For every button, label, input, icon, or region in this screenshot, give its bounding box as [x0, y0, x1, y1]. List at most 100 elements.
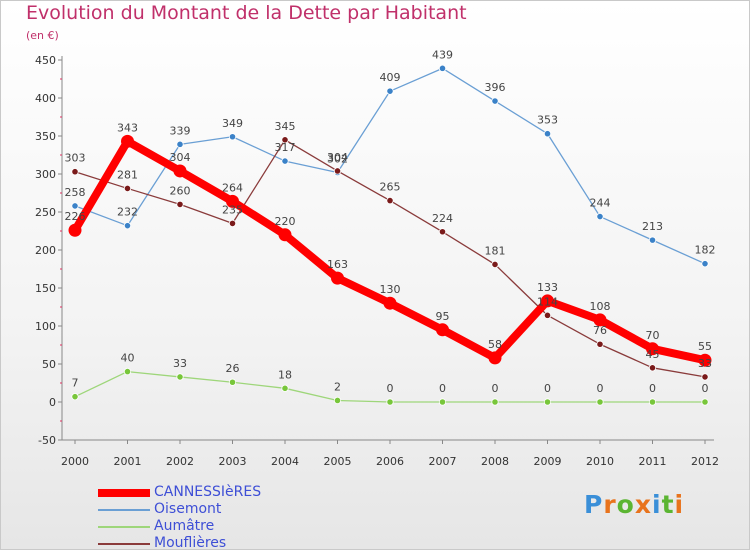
data-point [228, 219, 237, 227]
series-line-cannessi-res [71, 137, 709, 365]
data-label: 76 [593, 324, 607, 337]
data-point [71, 168, 79, 176]
data-label: 45 [646, 348, 660, 361]
data-point [491, 260, 499, 269]
x-tick-label: 2003 [219, 455, 247, 468]
data-label: 258 [65, 186, 86, 199]
data-label: 345 [275, 120, 296, 133]
legend-label: CANNESSIèRES [154, 484, 262, 500]
y-tick-label: 0 [49, 396, 56, 409]
legend-swatch [98, 542, 150, 545]
data-label: 18 [278, 368, 292, 381]
legend-label: Aumâtre [154, 518, 215, 534]
data-point [438, 228, 447, 236]
data-label: 409 [380, 71, 401, 84]
x-tick-label: 2004 [271, 455, 299, 468]
data-point [648, 364, 657, 372]
data-point [701, 398, 709, 406]
chart-unit-label: (en €) [26, 29, 59, 42]
chart-data-labels: 2263433042642201631309558133108705525823… [65, 48, 716, 395]
data-label: 40 [121, 352, 135, 365]
data-label: 58 [488, 338, 502, 351]
legend-item-cannessi-res: CANNESSIèRES [98, 484, 261, 501]
data-point [438, 398, 447, 406]
data-point [596, 398, 604, 406]
data-label: 130 [380, 283, 401, 296]
data-label: 226 [65, 210, 86, 223]
y-tick-label: 300 [35, 168, 56, 181]
data-label: 182 [695, 244, 716, 257]
data-label: 0 [544, 382, 551, 395]
data-point [176, 200, 184, 208]
data-point [228, 378, 237, 386]
data-point [123, 222, 132, 230]
data-label: 0 [387, 382, 394, 395]
data-point [281, 136, 289, 144]
x-tick-label: 2010 [586, 455, 614, 468]
data-point [701, 260, 709, 268]
y-tick-label: 200 [35, 244, 56, 257]
data-point [436, 323, 449, 337]
x-tick-label: 2009 [534, 455, 562, 468]
data-label: 264 [222, 181, 243, 194]
data-point [543, 311, 552, 319]
data-label: 343 [117, 121, 138, 134]
data-label: 0 [649, 382, 656, 395]
data-point [543, 130, 552, 138]
legend-swatch [98, 508, 150, 511]
data-point [648, 398, 657, 406]
data-label: 7 [72, 377, 79, 390]
data-point [176, 373, 184, 381]
y-tick-label: 250 [35, 206, 56, 219]
x-tick-label: 2008 [481, 455, 509, 468]
series-line-moufli-res [74, 139, 706, 378]
data-label: 265 [380, 181, 401, 194]
logo-letter: t [661, 490, 675, 519]
data-point [226, 194, 239, 208]
data-label: 0 [439, 382, 446, 395]
data-point [123, 367, 132, 376]
data-point [331, 271, 344, 285]
data-label: 281 [117, 168, 138, 181]
data-point [71, 202, 79, 210]
data-label: 235 [222, 203, 243, 216]
x-tick-label: 2006 [376, 455, 404, 468]
legend-swatch [98, 488, 150, 497]
data-point [491, 398, 499, 406]
data-point [488, 351, 502, 365]
y-tick-label: 100 [35, 320, 56, 333]
data-label: 304 [327, 151, 348, 164]
logo-letter: P [584, 490, 604, 519]
data-point [228, 133, 237, 141]
logo-letter: r [603, 490, 617, 519]
data-label: 133 [537, 281, 558, 294]
data-point [173, 164, 187, 178]
data-label: 439 [432, 48, 453, 61]
x-tick-label: 2005 [324, 455, 352, 468]
legend-label: Mouflières [154, 535, 227, 551]
data-label: 33 [173, 357, 187, 370]
chart-legend: CANNESSIèRES Oisemont Aumâtre Mouflières [98, 484, 261, 552]
data-label: 232 [117, 206, 138, 219]
data-label: 303 [65, 152, 86, 165]
legend-item-moufli-res: Mouflières [98, 535, 261, 552]
legend-label: Oisemont [154, 501, 222, 517]
y-tick-label: 450 [35, 54, 56, 67]
data-point [541, 294, 554, 308]
data-point [278, 228, 292, 242]
logo-letter: i [674, 490, 685, 519]
data-point [123, 184, 132, 193]
data-label: 55 [698, 340, 712, 353]
chart-series [68, 64, 712, 406]
data-label: 317 [275, 141, 296, 154]
data-point [386, 87, 394, 95]
x-tick-label: 2000 [61, 455, 89, 468]
series-moufli-res [71, 136, 709, 381]
data-point [596, 212, 604, 221]
data-point [701, 373, 709, 381]
data-label: 181 [485, 244, 506, 257]
x-tick-label: 2001 [114, 455, 142, 468]
data-point [386, 398, 394, 406]
